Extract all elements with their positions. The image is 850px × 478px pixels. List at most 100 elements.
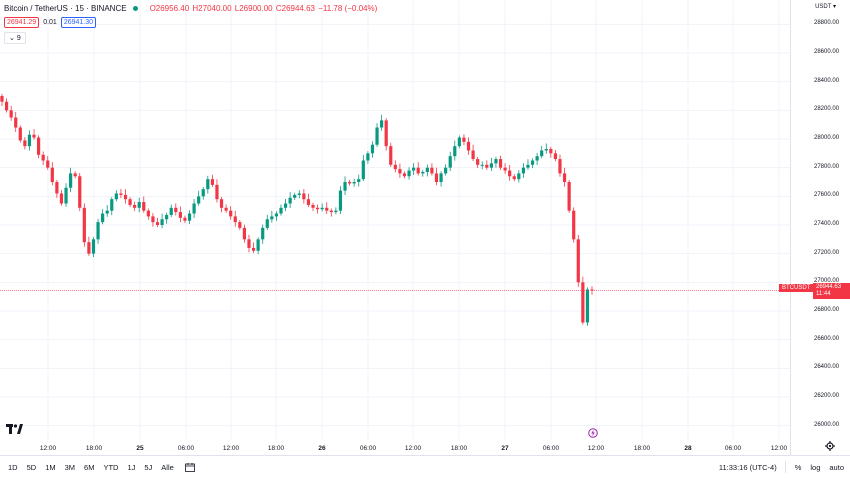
candle — [521, 163, 525, 178]
candle — [457, 135, 461, 149]
price-tick-label: 28800.00 — [814, 20, 840, 27]
time-tick-label: 12:00 — [771, 445, 788, 452]
candle — [347, 179, 352, 186]
ohlc-values: O26956.40 H27040.00 L26900.00 C26944.63 … — [150, 4, 379, 13]
log-toggle[interactable]: log — [810, 462, 821, 472]
timeframe-1d[interactable]: 1D — [8, 462, 18, 472]
time-tick-label: 06:00 — [360, 445, 377, 452]
candle — [494, 156, 498, 168]
candle — [508, 164, 512, 181]
candle — [489, 157, 493, 171]
candle — [169, 204, 173, 218]
candle — [210, 174, 214, 188]
candle — [412, 163, 416, 175]
timeframe-3m[interactable]: 3M — [64, 462, 76, 472]
candle — [114, 190, 118, 202]
candle — [201, 187, 205, 200]
candle — [224, 204, 228, 213]
auto-toggle[interactable]: auto — [829, 462, 844, 472]
candle — [425, 164, 429, 177]
candle — [279, 204, 283, 216]
candle — [361, 154, 365, 182]
spread-value: 0.01 — [43, 19, 57, 26]
time-tick-label: 12:00 — [405, 445, 422, 452]
flash-event-icon[interactable] — [588, 428, 598, 438]
candle — [238, 219, 242, 231]
timeframe-1j[interactable]: 1J — [127, 462, 136, 472]
candle — [0, 93, 4, 107]
tradingview-logo-icon[interactable] — [6, 424, 23, 434]
candle — [215, 179, 219, 203]
candle — [434, 167, 439, 186]
candle — [123, 189, 128, 204]
currency-selector[interactable]: USDT ▾ — [815, 3, 836, 10]
candle — [261, 224, 265, 244]
candle — [471, 144, 475, 162]
time-tick-label: 12:00 — [40, 445, 57, 452]
close-value: C26944.63 — [275, 4, 315, 13]
last-price-tag: 26944.63 11:44 — [813, 283, 850, 299]
candle — [4, 98, 9, 113]
time-tick-label: 18:00 — [268, 445, 285, 452]
candle — [302, 189, 306, 204]
timeframe-1m[interactable]: 1M — [45, 462, 56, 472]
candle — [265, 214, 269, 231]
timeframe-alle[interactable]: Alle — [161, 462, 174, 472]
candle — [334, 207, 338, 215]
bottom-toolbar: 1D 5D 1M 3M 6M YTD 1J 5J Alle 11:33:16 (UTC-4) %… — [0, 455, 850, 478]
candle — [146, 208, 150, 220]
buy-button[interactable]: 26941.30 — [60, 17, 97, 28]
sell-button[interactable]: 26941.29 — [4, 17, 40, 28]
gear-icon[interactable] — [825, 441, 835, 451]
clock-timezone[interactable]: 11:33:16 (UTC-4) — [718, 462, 777, 472]
time-tick-label: 18:00 — [86, 445, 103, 452]
quote-row: 26941.29 0.01 26941.30 — [4, 17, 97, 28]
candle — [549, 146, 553, 158]
time-tick-label: 26 — [318, 445, 326, 452]
time-tick-label: 18:00 — [451, 445, 468, 452]
candle — [329, 208, 333, 217]
candle — [55, 179, 59, 198]
price-tick-label: 26000.00 — [814, 421, 840, 428]
candle — [187, 210, 192, 224]
candle — [133, 201, 137, 212]
price-tick-label: 27600.00 — [814, 192, 840, 199]
indicators-toggle[interactable]: ⌄ 9 — [4, 32, 26, 44]
candle — [128, 197, 132, 208]
change-value: −11.78 (−0.04%) — [318, 4, 378, 13]
calendar-range-icon[interactable] — [184, 462, 195, 472]
percent-toggle[interactable]: % — [794, 462, 802, 472]
candle — [23, 137, 27, 150]
candle — [439, 171, 443, 187]
candle — [343, 176, 347, 196]
symbol-title[interactable]: Bitcoin / TetherUS · 15 · BINANCE — [4, 4, 127, 13]
candle — [160, 213, 164, 229]
price-tick-label: 27000.00 — [814, 278, 840, 285]
candle — [137, 197, 141, 213]
candle — [498, 155, 503, 170]
candle — [256, 237, 260, 255]
price-tick-label: 26400.00 — [814, 364, 840, 371]
candle — [101, 209, 105, 225]
timeframe-ytd[interactable]: YTD — [103, 462, 119, 472]
chevron-down-icon: ⌄ — [9, 35, 15, 42]
candle — [174, 203, 178, 216]
low-value: L26900.00 — [234, 4, 273, 13]
candle — [50, 162, 54, 186]
candle — [219, 197, 224, 213]
candle — [288, 192, 292, 208]
candle — [155, 217, 160, 228]
candle — [229, 206, 233, 220]
price-tick-label: 27400.00 — [814, 221, 840, 227]
bottom-right-controls: 11:33:16 (UTC-4) % log auto — [710, 461, 844, 473]
candle — [530, 158, 535, 169]
candle — [389, 142, 393, 167]
candle — [453, 140, 457, 161]
timeframe-5d[interactable]: 5D — [26, 462, 37, 472]
timeframe-5j[interactable]: 5J — [144, 462, 153, 472]
candle — [503, 163, 507, 174]
candle — [297, 190, 301, 199]
timeframe-6m[interactable]: 6M — [84, 462, 95, 472]
